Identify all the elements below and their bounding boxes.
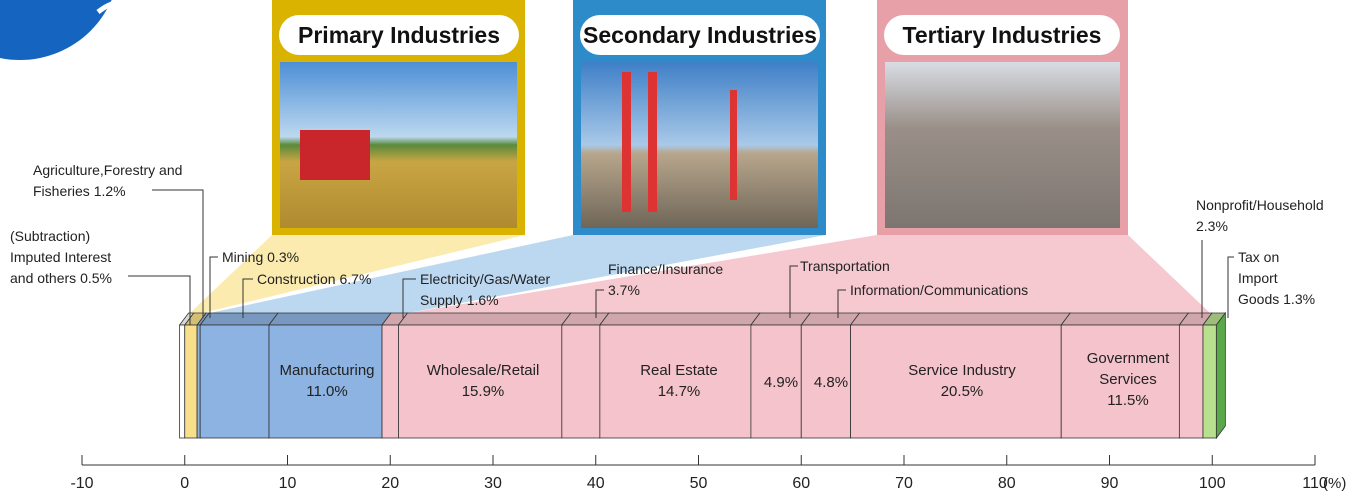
x-tick-label: 0 [180,475,189,492]
bar-top [398,313,570,325]
photo-detail [648,72,657,212]
annotation: Information/Communications [850,280,1110,301]
annotation: (Subtraction) Imputed Interest and other… [10,226,128,289]
x-tick-label: -10 [70,475,93,492]
group-title: Primary Industries [279,15,519,55]
annotation: Transportation [800,256,1000,277]
leader-line [152,190,203,318]
value-label: 11.0% [267,381,387,402]
annotation: Agriculture,Forestry and Fisheries 1.2% [33,160,218,202]
value-label: 6.7% [339,271,371,287]
x-tick-label: 90 [1101,475,1119,492]
value-label: 11.5% [1073,390,1183,411]
x-tick-label: 80 [998,475,1016,492]
annotation: Mining 0.3% [222,247,342,268]
photo-detail [730,90,737,200]
photo-detail [300,130,370,180]
x-tick-label: 40 [587,475,605,492]
value-label: 2.3% [1196,218,1228,234]
annotation: Nonprofit/Household 2.3% [1196,195,1346,237]
x-tick-label: 100 [1199,475,1226,492]
group-title-text: Secondary Industries [583,22,817,48]
photo [581,62,818,228]
group-title-text: Primary Industries [298,22,500,48]
segment-label: 4.8% [801,372,861,393]
bar-segment [180,325,185,438]
bar-top [801,313,859,325]
bar-side [1216,313,1225,438]
value-label: 0.5% [80,270,112,286]
annotation: Construction 6.7% [257,269,417,290]
chart: -100102030405060708090100110(%) [0,0,1363,495]
x-axis-unit: (%) [1323,475,1346,492]
bar-top [200,313,278,325]
segment-name: Nonprofit/Household [1196,197,1324,213]
segment-name: Tax on Import Goods [1238,249,1279,307]
value-label: 14.7% [604,381,754,402]
value-label: 4.8% [801,372,861,393]
x-tick-label: 30 [484,475,502,492]
segment-name: Wholesale/Retail [408,360,558,381]
annotation: Electricity/Gas/Water Supply 1.6% [420,269,590,311]
bar-top [851,313,1071,325]
bar-top [1061,313,1188,325]
segment-name: Service Industry [862,360,1062,381]
leader-line [128,276,190,325]
x-tick-label: 20 [381,475,399,492]
segment-name: Government Services [1073,348,1183,390]
photo-detail [622,72,631,212]
bar-top [751,313,810,325]
bar-segment [185,325,197,438]
leader-line [1228,257,1234,318]
bar-segment [200,325,269,438]
value-label: 1.2% [94,183,126,199]
x-tick-label: 60 [792,475,810,492]
value-label: 0.3% [267,249,299,265]
bar-segment [562,325,600,438]
bar-segment [1203,325,1216,438]
bar-segment [197,325,200,438]
value-label: 3.7% [608,282,640,298]
x-tick-label: 10 [279,475,297,492]
segment-name: Finance/Insurance [608,261,723,277]
logo [0,0,128,60]
segment-name: Construction [257,271,336,287]
segment-name: Mining [222,249,263,265]
segment-name: Manufacturing [267,360,387,381]
x-tick-label: 70 [895,475,913,492]
segment-name: Transportation [800,258,890,274]
segment-name: Real Estate [604,360,754,381]
value-label: 15.9% [408,381,558,402]
bar-top [600,313,760,325]
group-title: Secondary Industries [580,15,820,55]
bar-top [269,313,391,325]
x-tick-label: 50 [690,475,708,492]
annotation: Tax on Import Goods 1.3% [1238,247,1318,310]
value-label: 1.3% [1283,291,1315,307]
value-label: 20.5% [862,381,1062,402]
photo [885,62,1120,228]
page: -100102030405060708090100110(%) Primary … [0,0,1363,495]
segment-name: Information/Communications [850,282,1028,298]
annotation: Finance/Insurance 3.7% [608,259,758,301]
group-title: Tertiary Industries [884,15,1120,55]
value-label: 1.6% [467,292,499,308]
group-title-text: Tertiary Industries [903,22,1102,48]
